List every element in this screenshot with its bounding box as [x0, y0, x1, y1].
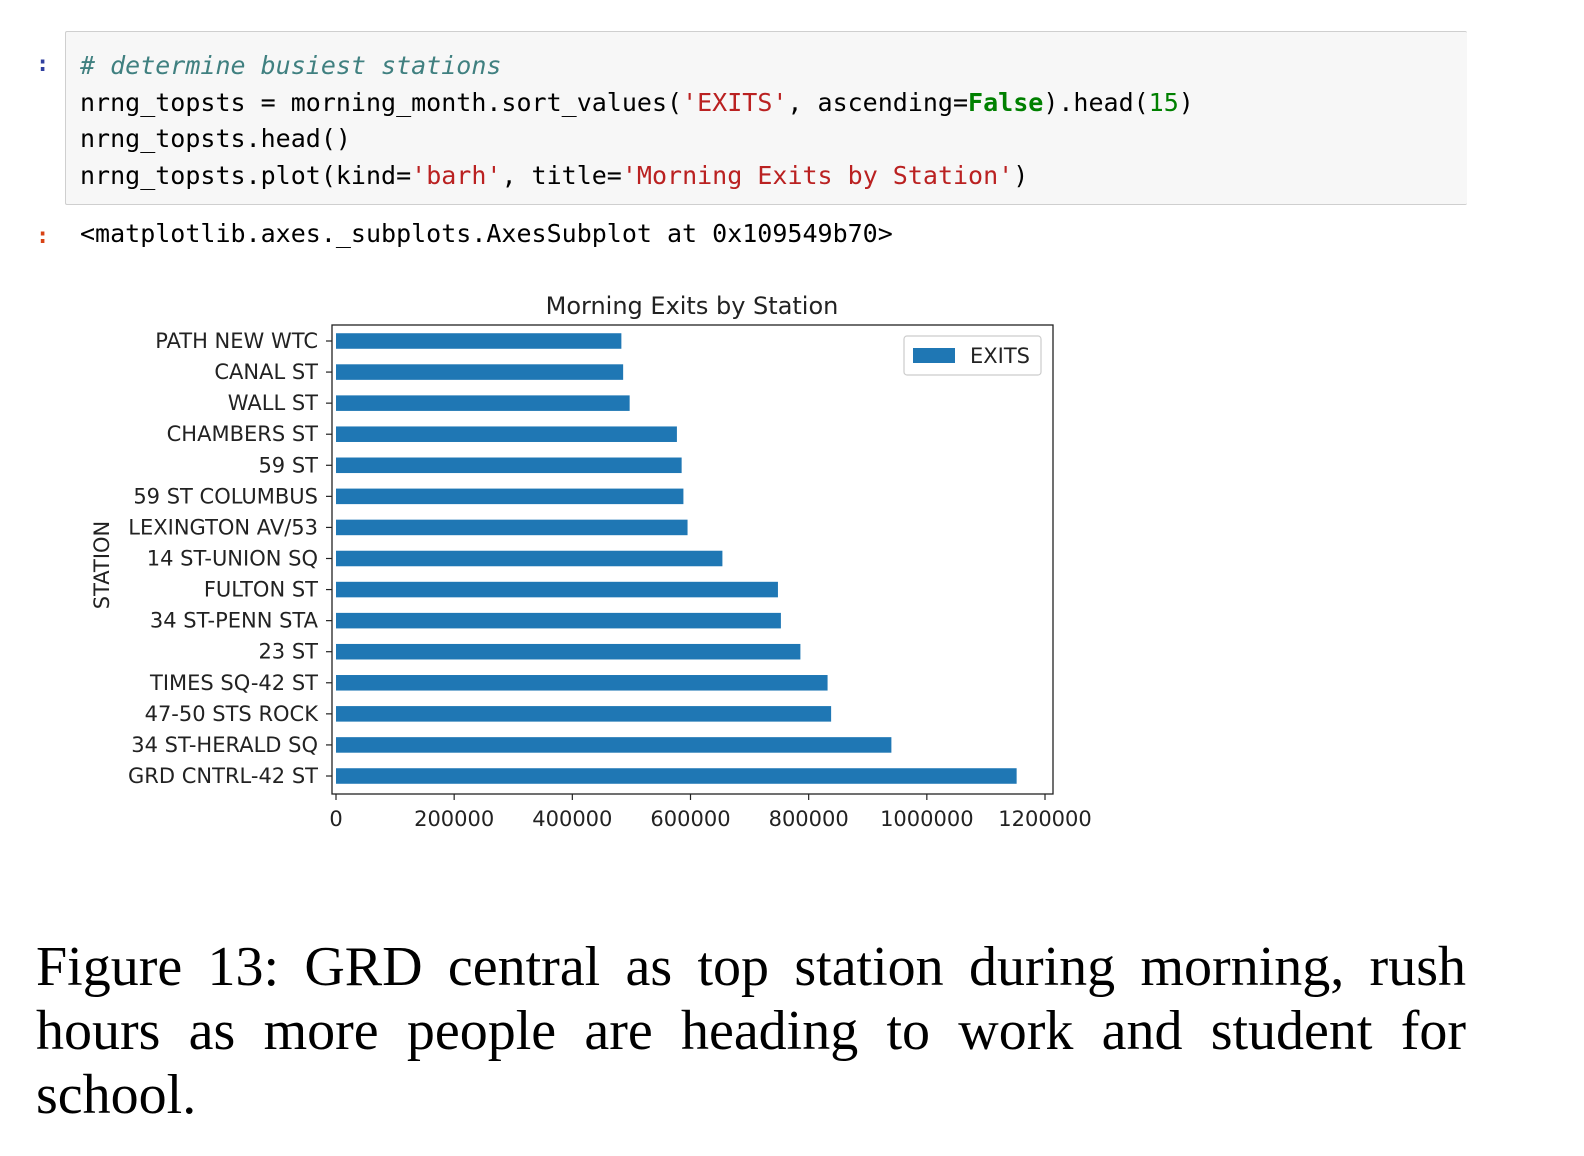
code-text: ).head( — [1043, 87, 1149, 117]
bar — [336, 581, 778, 598]
bars-group — [336, 333, 1017, 784]
code-text: nrng_topsts.head() — [80, 124, 351, 153]
chart-title: Morning Exits by Station — [546, 292, 839, 320]
legend-label: EXITS — [970, 344, 1030, 368]
code-string: 'EXITS' — [682, 87, 788, 117]
input-prompt: : — [36, 52, 50, 77]
y-tick-label: LEXINGTON AV/53 — [128, 515, 318, 539]
plot-frame — [331, 324, 1054, 795]
bar — [336, 643, 801, 660]
bar — [336, 333, 622, 349]
code-number: 15 — [1148, 87, 1179, 117]
code-line-4: nrng_topsts.plot(kind='barh', title='Mor… — [80, 158, 1467, 195]
bar — [336, 675, 828, 691]
code-comment: # determine busiest stations — [80, 51, 502, 80]
x-tick-label: 400000 — [532, 807, 612, 831]
y-tick-label: TIMES SQ-42 ST — [149, 671, 318, 695]
y-tick-label: 34 ST-PENN STA — [150, 609, 319, 633]
code-string: 'Morning Exits by Station' — [621, 160, 1014, 190]
bar — [336, 612, 781, 629]
code-text: nrng_topsts.plot(kind= — [80, 160, 412, 190]
code-text: ) — [1178, 87, 1194, 117]
bar — [336, 426, 677, 442]
y-ticks-group: GRD CNTRL-42 ST 34 ST-HERALD SQ 47-50 STS … — [128, 329, 332, 788]
bar — [336, 395, 630, 411]
y-tick-label: PATH NEW WTC — [155, 329, 318, 353]
figure-caption: Figure 13: GRD central as top station du… — [36, 936, 1466, 1126]
code-text: , title= — [501, 160, 622, 190]
y-tick-label: WALL ST — [228, 391, 318, 415]
y-tick-label: FULTON ST — [204, 578, 318, 602]
x-tick-label: 1200000 — [998, 807, 1092, 831]
code-text: ) — [1013, 160, 1029, 190]
legend-swatch — [913, 348, 955, 363]
bar-chart: Morning Exits by Station STATION GRD CNT… — [90, 292, 1092, 831]
code-string: 'barh' — [411, 160, 502, 190]
bar — [336, 706, 832, 722]
code-text: nrng_topsts = morning_month.sort_values( — [80, 87, 683, 117]
y-tick-label: 34 ST-HERALD SQ — [131, 733, 318, 757]
y-tick-label: GRD CNTRL-42 ST — [128, 764, 318, 788]
y-tick-label: 59 ST — [258, 453, 318, 477]
y-tick-label: 14 ST-UNION SQ — [147, 547, 318, 571]
output-prompt: : — [36, 224, 50, 249]
bar — [336, 550, 723, 567]
code-line-2: nrng_topsts = morning_month.sort_values(… — [80, 85, 1467, 122]
code-line-3: nrng_topsts.head() — [80, 121, 1467, 158]
y-tick-label: 47-50 STS ROCK — [145, 702, 320, 726]
x-tick-label: 600000 — [650, 807, 730, 831]
x-tick-label: 0 — [329, 807, 342, 831]
x-tick-label: 1000000 — [880, 807, 974, 831]
bar — [336, 364, 624, 380]
legend: EXITS — [903, 335, 1042, 376]
y-tick-label: CANAL ST — [214, 360, 318, 384]
code-text: , ascending= — [787, 87, 969, 117]
cell-output-text: <matplotlib.axes._subplots.AxesSubplot a… — [80, 219, 893, 248]
bar — [336, 768, 1017, 784]
code-cell[interactable]: # determine busiest stations nrng_topsts … — [65, 31, 1467, 205]
x-tick-label: 200000 — [414, 807, 494, 831]
y-axis-label: STATION — [90, 521, 114, 610]
bar — [336, 488, 684, 505]
code-line-1: # determine busiest stations — [80, 48, 1467, 85]
y-tick-label: 59 ST COLUMBUS — [133, 484, 318, 508]
x-tick-label: 800000 — [769, 807, 849, 831]
y-tick-label: 23 ST — [258, 640, 318, 664]
y-tick-label: CHAMBERS ST — [167, 422, 319, 446]
x-ticks-group: 0 200000 400000 600000 800000 1000000 1200000 — [329, 794, 1092, 831]
bar — [336, 457, 682, 474]
code-keyword: False — [968, 87, 1044, 117]
bar — [336, 519, 688, 536]
bar — [336, 737, 892, 753]
legend-box — [903, 335, 1042, 376]
